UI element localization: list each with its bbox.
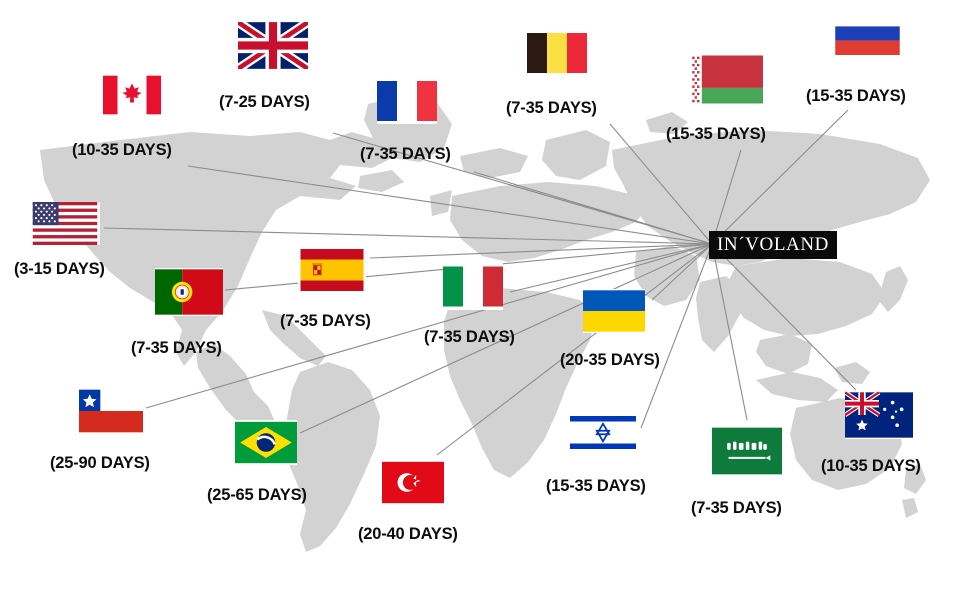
delivery-days-russia: (15-35 DAYS): [806, 87, 906, 105]
delivery-days-belarus: (15-35 DAYS): [666, 125, 766, 143]
delivery-days-belgium: (7-35 DAYS): [506, 99, 597, 117]
delivery-days-canada: (10-35 DAYS): [72, 141, 172, 159]
flag-chile[interactable]: [79, 389, 143, 433]
flag-france[interactable]: [377, 78, 437, 124]
flag-russia[interactable]: [832, 12, 903, 55]
delivery-days-chile: (25-90 DAYS): [50, 454, 150, 472]
flag-portugal[interactable]: [155, 268, 223, 316]
flag-united-states[interactable]: [30, 202, 100, 245]
flag-united-kingdom[interactable]: [238, 22, 308, 69]
delivery-days-united-states: (3-15 DAYS): [14, 260, 105, 278]
delivery-days-turkey: (20-40 DAYS): [358, 525, 458, 543]
flag-israel[interactable]: [570, 410, 636, 455]
delivery-days-ukraine: (20-35 DAYS): [560, 351, 660, 369]
flag-saudi-arabia[interactable]: [712, 427, 782, 475]
delivery-days-italy: (7-35 DAYS): [424, 328, 515, 346]
hub-brand-label: IN´VOLAND: [709, 231, 837, 259]
flag-belgium[interactable]: [527, 30, 587, 76]
delivery-days-france: (7-35 DAYS): [360, 145, 451, 163]
flag-spain[interactable]: [298, 249, 366, 291]
delivery-days-spain: (7-35 DAYS): [280, 312, 371, 330]
flag-australia[interactable]: [845, 391, 913, 439]
flag-italy[interactable]: [443, 263, 503, 310]
delivery-days-brazil: (25-65 DAYS): [207, 486, 307, 504]
delivery-days-portugal: (7-35 DAYS): [131, 339, 222, 357]
flag-ukraine[interactable]: [583, 289, 645, 333]
delivery-days-australia: (10-35 DAYS): [821, 457, 921, 475]
delivery-days-saudi-arabia: (7-35 DAYS): [691, 499, 782, 517]
flag-turkey[interactable]: [382, 460, 444, 505]
delivery-days-israel: (15-35 DAYS): [546, 477, 646, 495]
delivery-days-united-kingdom: (7-25 DAYS): [219, 93, 310, 111]
flag-belarus[interactable]: [691, 55, 763, 104]
flag-brazil[interactable]: [235, 420, 297, 465]
flag-canada[interactable]: [103, 73, 161, 117]
